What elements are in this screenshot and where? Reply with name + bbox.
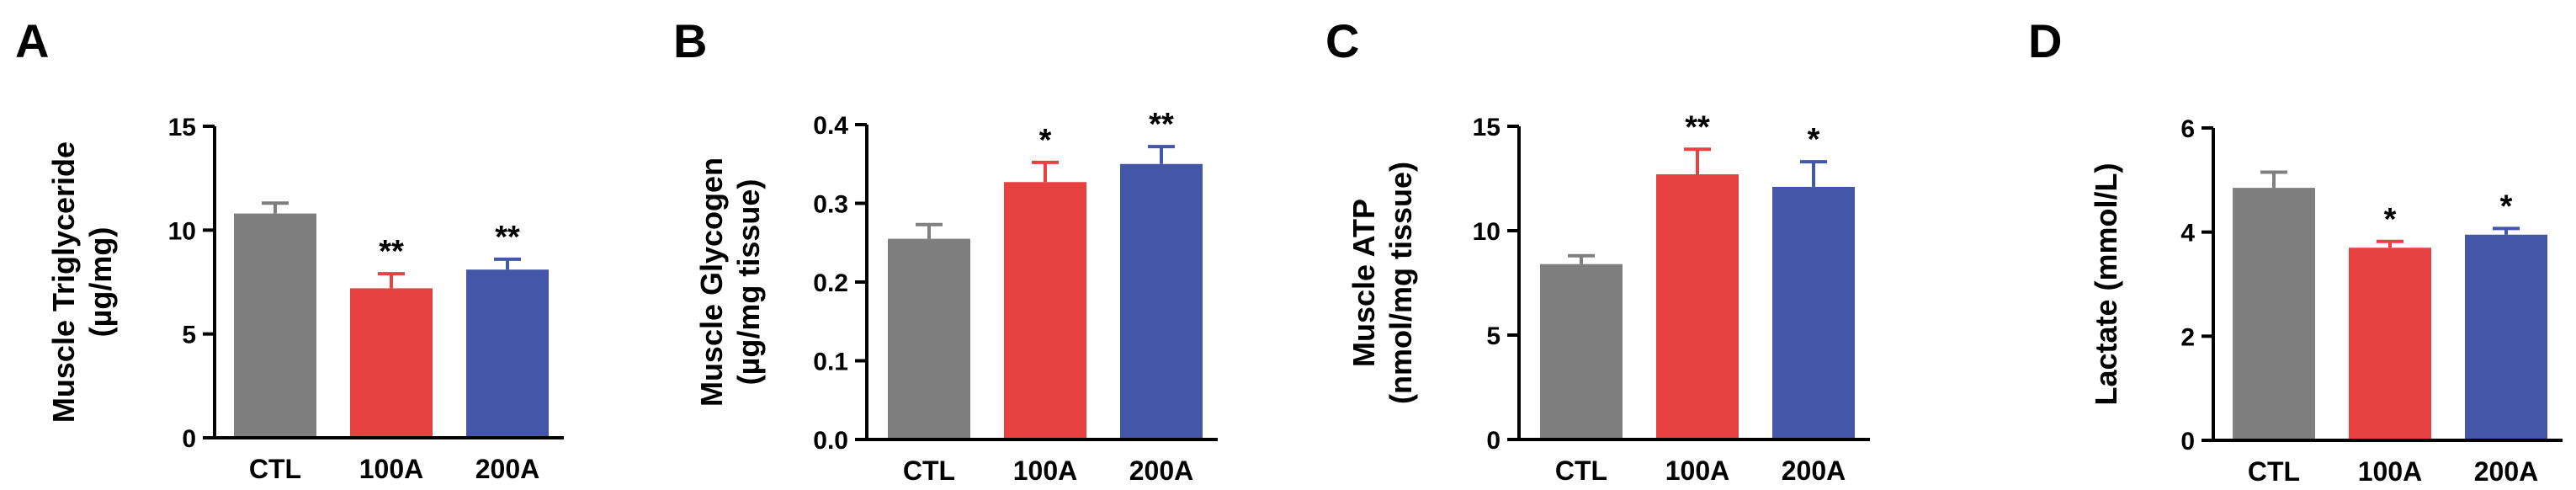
significance-marker: ** — [495, 220, 520, 255]
x-tick-label: CTL — [2248, 456, 2300, 487]
panel-letter: D — [2028, 14, 2062, 67]
y-tick-label: 15 — [168, 114, 196, 141]
y-tick-label: 0.2 — [813, 269, 848, 297]
bar-ctl — [1540, 264, 1623, 439]
y-axis-label: Muscle ATP — [1346, 199, 1381, 367]
significance-marker: ** — [379, 234, 404, 269]
panel-b: B Muscle Glycogen (µg/mg tissue) CTL * 100A **… — [673, 14, 1218, 486]
x-tick-label: 100A — [359, 454, 424, 484]
x-tick-label: CTL — [903, 455, 955, 486]
x-tick-label: CTL — [249, 454, 301, 484]
x-tick-label: 200A — [1129, 455, 1194, 486]
y-tick-label: 10 — [168, 217, 196, 245]
bar-ctl — [234, 213, 316, 438]
significance-marker: * — [2500, 189, 2513, 224]
bar-100a — [1004, 182, 1086, 439]
bar-100a — [350, 288, 433, 438]
bar-ctl — [2233, 188, 2315, 440]
y-tick-label: 15 — [1473, 114, 1500, 141]
y-tick-label: 0.0 — [813, 427, 848, 455]
bar-100a — [1656, 174, 1739, 440]
x-tick-label: CTL — [1555, 455, 1607, 486]
x-tick-label: 100A — [2358, 456, 2423, 487]
y-axis-label: (µg/mg tissue) — [731, 179, 766, 386]
y-axis-label: Muscle Triglyceride — [46, 141, 81, 423]
panel-letter: B — [673, 14, 707, 67]
panel-d: D Lactate (mmol/L) CTL * 100A * 200A 0 2 4 6 — [2028, 14, 2563, 487]
y-tick-label: 2 — [2180, 323, 2195, 351]
y-tick-label: 0 — [2180, 428, 2195, 455]
y-tick-label: 5 — [182, 322, 196, 349]
x-tick-label: 200A — [475, 454, 540, 484]
bar-200a — [1772, 186, 1855, 440]
y-tick-label: 0.1 — [813, 349, 848, 376]
y-tick-label: 10 — [1473, 218, 1500, 246]
bar-200a — [1120, 163, 1203, 439]
y-tick-label: 6 — [2180, 115, 2195, 143]
panel-c: C Muscle ATP (nmol/mg tissue) CTL ** 100A * 200… — [1325, 14, 1870, 486]
y-tick-label: 0.3 — [813, 191, 848, 219]
y-tick-label: 0.4 — [813, 112, 848, 140]
bar-200a — [2465, 234, 2547, 440]
x-tick-label: 200A — [2474, 456, 2539, 487]
panel-letter: C — [1325, 14, 1359, 67]
y-axis-label: (nmol/mg tissue) — [1384, 162, 1418, 404]
significance-marker: ** — [1149, 107, 1174, 142]
x-tick-label: 100A — [1013, 455, 1078, 486]
significance-marker: * — [1808, 122, 1820, 157]
y-axis-label: (µg/mg) — [83, 227, 118, 338]
bar-100a — [2349, 248, 2431, 440]
y-tick-label: 4 — [2180, 220, 2195, 248]
x-tick-label: 200A — [1782, 455, 1846, 486]
y-tick-label: 5 — [1486, 322, 1500, 350]
panel-letter: A — [15, 14, 49, 67]
y-tick-label: 0 — [1486, 427, 1500, 455]
y-tick-label: 0 — [182, 425, 196, 453]
bar-ctl — [888, 238, 970, 439]
panel-a: A Muscle Triglyceride (µg/mg) CTL ** 100A ** 20… — [15, 14, 564, 484]
bar-200a — [466, 269, 549, 438]
significance-marker: * — [2384, 202, 2397, 237]
y-axis-label: Muscle Glycogen — [694, 157, 729, 407]
x-tick-label: 100A — [1665, 455, 1730, 486]
significance-marker: ** — [1685, 109, 1710, 145]
y-axis-label: Lactate (mmol/L) — [2089, 162, 2123, 405]
significance-marker: * — [1039, 123, 1052, 158]
